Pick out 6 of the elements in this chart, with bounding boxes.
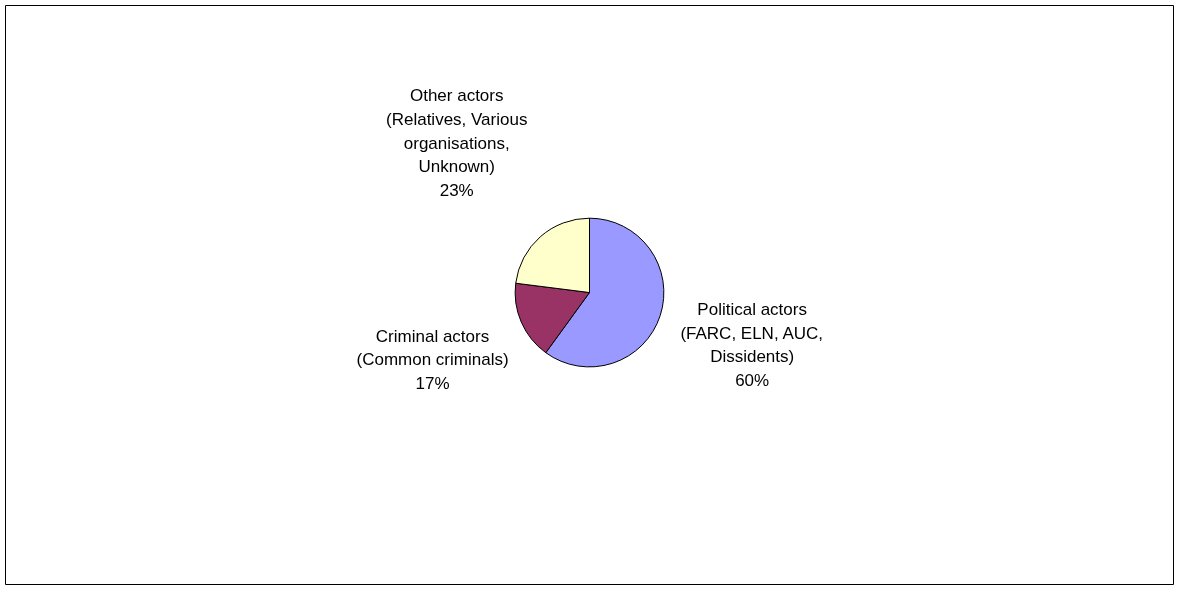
data-label: 23% <box>439 181 474 201</box>
data-label: 17% <box>415 374 450 394</box>
slice-label: Other actors (Relatives, Various organisations, Unknown) <box>386 86 528 177</box>
data-label: 60% <box>735 371 770 391</box>
slice-label: Political actors (FARC, ELN, AUC, Dissidents) <box>680 299 824 367</box>
slice-label: Criminal actors (Common criminals) <box>356 326 509 370</box>
